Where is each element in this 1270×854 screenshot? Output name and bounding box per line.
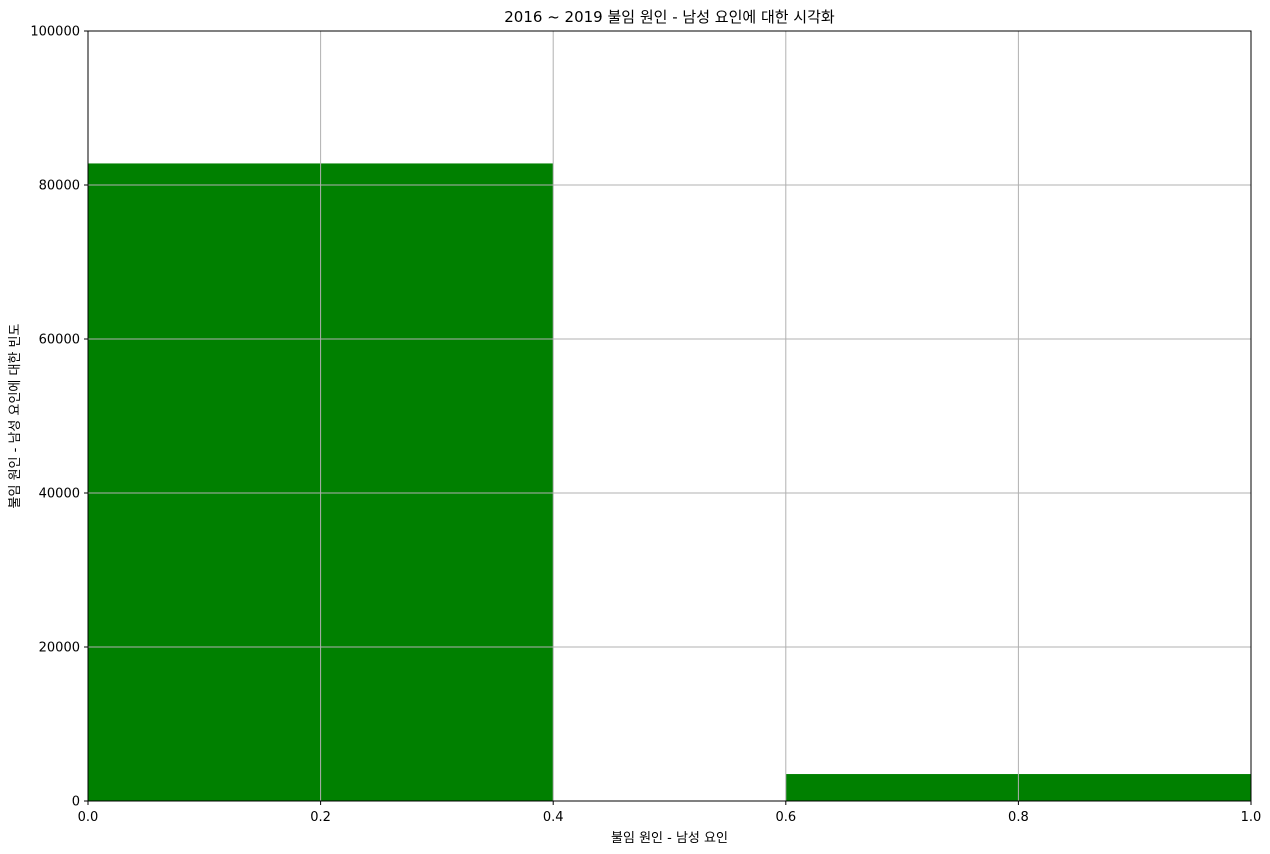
x-tick-label-4: 0.8 [1008, 810, 1029, 825]
x-tick-label-2: 0.4 [543, 810, 564, 825]
bars-group [88, 163, 1251, 801]
y-tick-label-3: 60000 [39, 333, 80, 348]
y-tick-label-4: 80000 [39, 179, 80, 194]
x-tick-label-1: 0.2 [310, 810, 331, 825]
y-tick-label-2: 40000 [39, 487, 80, 502]
x-axis-ticks: 0.0 0.2 0.4 0.6 0.8 1.0 [78, 801, 1262, 825]
chart-title: 2016 ~ 2019 불임 원인 - 남성 요인에 대한 시각화 [504, 8, 835, 26]
x-axis-title: 불임 원인 - 남성 요인 [611, 831, 728, 846]
x-tick-label-3: 0.6 [775, 810, 796, 825]
y-axis-ticks: 0 20000 40000 60000 80000 100000 [30, 25, 88, 810]
x-tick-label-5: 1.0 [1241, 810, 1262, 825]
y-tick-label-5: 100000 [30, 25, 80, 40]
plot-frame [87, 30, 1252, 802]
y-axis-title: 불임 원인 - 남성 요인에 대한 빈도 [8, 323, 23, 508]
x-tick-label-0: 0.0 [78, 810, 99, 825]
y-tick-label-0: 0 [72, 795, 80, 810]
y-tick-label-1: 20000 [39, 641, 80, 656]
